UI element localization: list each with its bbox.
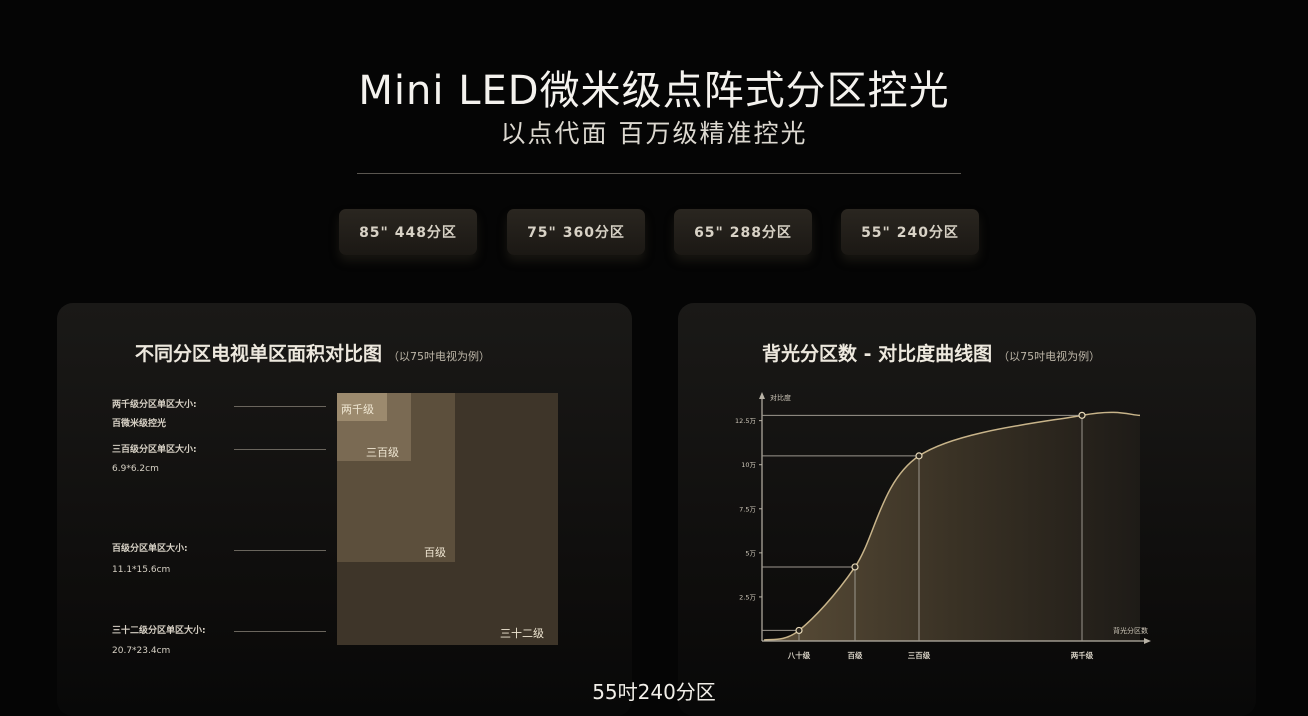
label-32-zone-size: 三十二级分区单区大小: (112, 626, 206, 636)
y-tick-label: 10万 (741, 461, 756, 469)
y-tick-label: 7.5万 (739, 505, 756, 513)
label-32-zone-value: 20.7*23.4cm (112, 646, 171, 656)
title-divider (357, 173, 961, 174)
zone-option-65[interactable]: 65" 288分区 (674, 209, 812, 255)
leader-line-100 (234, 550, 326, 551)
x-tick-label: 八十级 (787, 650, 811, 660)
x-tick-label: 百级 (848, 650, 863, 660)
label-300-zone-size: 三百级分区单区大小: (112, 445, 197, 455)
y-axis-arrow-icon (759, 392, 765, 399)
label-100-zone-value: 11.1*15.6cm (112, 565, 171, 575)
zone-box-32-label: 三十二级 (500, 627, 544, 640)
zone-box-2000 (337, 393, 387, 421)
label-2000-zone-size: 两千级分区单区大小: (112, 400, 197, 410)
data-point (915, 452, 923, 460)
caption: 55吋240分区 (592, 680, 716, 704)
x-axis-arrow-icon (1144, 638, 1151, 644)
contrast-area-fill (764, 412, 1140, 641)
data-point (851, 563, 859, 571)
x-tick-label: 两千级 (1071, 650, 1094, 660)
label-100-zone-size: 百级分区单区大小: (112, 544, 188, 554)
contrast-chart-panel: 背光分区数 - 对比度曲线图 （以75吋电视为例） 对比度 背光分区数 12.5万… (678, 303, 1256, 716)
label-300-zone-value: 6.9*6.2cm (112, 464, 159, 474)
leader-line-300 (234, 449, 326, 450)
data-point (795, 626, 803, 635)
leader-line-2000 (234, 406, 326, 407)
zone-area-title-text: 不同分区电视单区面积对比图 (135, 343, 383, 365)
zone-box-2000-label: 两千级 (341, 403, 374, 416)
zone-box-300-label: 三百级 (366, 446, 399, 459)
page-title: Mini LED微米级点阵式分区控光 (358, 68, 950, 114)
y-axis-label: 对比度 (770, 393, 791, 402)
contrast-chart-title: 背光分区数 - 对比度曲线图 （以75吋电视为例） (762, 339, 1100, 366)
contrast-chart-title-note: （以75吋电视为例） (998, 350, 1101, 363)
contrast-chart-title-text: 背光分区数 - 对比度曲线图 (762, 343, 993, 365)
zone-box-100-label: 百级 (424, 546, 446, 559)
contrast-chart: 对比度 背光分区数 12.5万 10万 7.5万 5万 2.5万 八十级 百级 三百级 两千级 (735, 392, 1151, 660)
zone-option-55[interactable]: 55" 240分区 (841, 209, 979, 255)
y-tick-label: 5万 (745, 549, 756, 557)
x-tick-label: 三百级 (908, 650, 931, 660)
page-subtitle: 以点代面 百万级精准控光 (500, 119, 808, 148)
zone-area-panel: 不同分区电视单区面积对比图 （以75吋电视为例） 两千级分区单区大小: 百微米级控… (57, 303, 632, 716)
label-2000-zone-desc: 百微米级控光 (112, 419, 167, 429)
y-tick-label: 2.5万 (739, 593, 756, 601)
y-tick-label: 12.5万 (735, 417, 756, 425)
zone-area-panel-title: 不同分区电视单区面积对比图 （以75吋电视为例） (135, 339, 490, 366)
data-point (1078, 411, 1086, 419)
leader-line-32 (234, 631, 326, 632)
zone-area-title-note: （以75吋电视为例） (388, 350, 491, 363)
x-axis-label: 背光分区数 (1113, 626, 1148, 635)
zone-option-85[interactable]: 85" 448分区 (339, 209, 477, 255)
zone-option-75[interactable]: 75" 360分区 (507, 209, 645, 255)
